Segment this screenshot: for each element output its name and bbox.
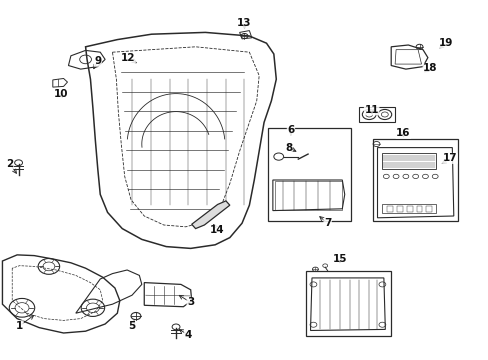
- Bar: [382, 153, 435, 169]
- Bar: [396, 206, 402, 212]
- Bar: [426, 206, 431, 212]
- Bar: [382, 204, 435, 213]
- Bar: [372, 139, 457, 221]
- Text: 8: 8: [285, 143, 291, 153]
- Text: 18: 18: [422, 63, 437, 73]
- Bar: [416, 206, 422, 212]
- Bar: [386, 206, 392, 212]
- Text: 9: 9: [94, 56, 101, 66]
- Text: 13: 13: [237, 18, 251, 28]
- Text: 11: 11: [364, 105, 378, 115]
- Bar: [406, 206, 412, 212]
- Text: 6: 6: [287, 125, 294, 135]
- Text: 17: 17: [442, 153, 456, 163]
- Text: 1: 1: [16, 321, 23, 331]
- Bar: [274, 181, 342, 210]
- Text: 3: 3: [187, 297, 194, 307]
- Text: 19: 19: [438, 38, 452, 48]
- Polygon shape: [191, 201, 229, 229]
- Text: 7: 7: [323, 218, 331, 228]
- Bar: [359, 107, 394, 122]
- Text: 5: 5: [128, 321, 135, 331]
- Text: 10: 10: [54, 89, 68, 99]
- Text: 2: 2: [6, 159, 13, 169]
- Text: 16: 16: [395, 128, 410, 138]
- Text: 4: 4: [184, 330, 192, 340]
- Text: 15: 15: [332, 254, 346, 264]
- Bar: [267, 128, 350, 221]
- Bar: [305, 271, 390, 336]
- Text: 14: 14: [210, 225, 224, 235]
- Text: 12: 12: [121, 53, 135, 63]
